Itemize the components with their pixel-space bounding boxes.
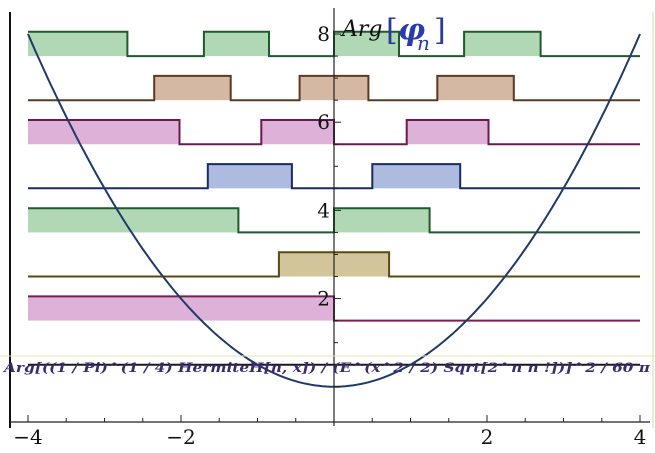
y-tick-label: 4 bbox=[317, 198, 330, 222]
axes-group bbox=[0, 8, 655, 428]
y-axis-title-symbol: φ bbox=[398, 13, 425, 48]
y-axis-title-open-bracket: [ bbox=[386, 13, 398, 48]
step-fill-n7-2 bbox=[334, 31, 400, 57]
step-fill-n6-2 bbox=[437, 75, 514, 101]
step-fill-n7-1 bbox=[203, 31, 269, 57]
x-tick-label: −4 bbox=[13, 425, 42, 449]
y-axis-title-base: Arg bbox=[340, 17, 383, 42]
step-series-group bbox=[28, 30, 640, 366]
formula-annotation: Arg[((1 / Pi)^(1 / 4) HermiteH[n, x]) / … bbox=[2, 361, 651, 376]
y-axis-title-subscript: n bbox=[417, 31, 430, 55]
step-fill-n5-1 bbox=[261, 120, 334, 145]
step-fill-n3-1 bbox=[334, 208, 430, 233]
y-tick-label: 6 bbox=[317, 110, 330, 134]
labels-group: −4 −2 2 4 2 4 6 8 Arg[φn] Arg[((1 / Pi)^(1 / 4) H… bbox=[2, 13, 651, 449]
step-fill-n3-0 bbox=[28, 208, 239, 233]
step-fill-n6-0 bbox=[154, 75, 231, 101]
y-tick-label: 2 bbox=[317, 287, 330, 311]
step-fill-n4-1 bbox=[372, 164, 461, 189]
step-fill-n7-0 bbox=[28, 31, 128, 57]
step-fill-n5-0 bbox=[28, 120, 180, 145]
x-tick-label: 2 bbox=[481, 425, 494, 449]
y-tick-label: 8 bbox=[317, 22, 330, 46]
step-fill-n5-2 bbox=[406, 120, 489, 145]
x-tick-label: −2 bbox=[166, 425, 195, 449]
step-line-n4 bbox=[28, 163, 640, 190]
x-tick-label: 4 bbox=[634, 425, 647, 449]
y-axis-title-close-bracket: ] bbox=[434, 13, 446, 48]
step-fill-n4-0 bbox=[207, 164, 292, 189]
step-fill-n1-0 bbox=[28, 296, 334, 321]
step-fill-n7-3 bbox=[464, 31, 541, 57]
